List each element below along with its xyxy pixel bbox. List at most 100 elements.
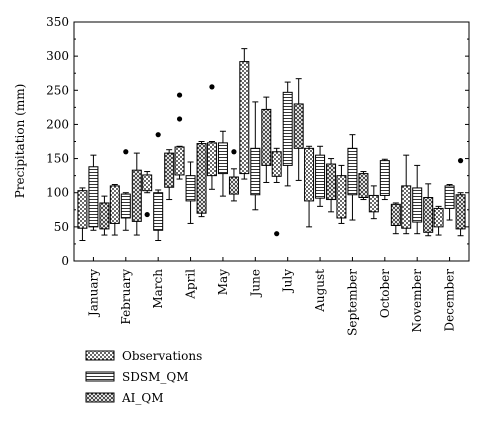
box-iqr — [250, 147, 261, 196]
box-iqr — [142, 174, 153, 192]
box-iqr — [239, 61, 250, 175]
y-tick-label: 300 — [46, 49, 69, 63]
box-series — [77, 48, 466, 242]
box-ai-qm — [261, 96, 272, 183]
legend: Observations SDSM_QM AI_QM — [85, 349, 202, 405]
box-observations — [401, 154, 412, 235]
box-iqr — [185, 175, 196, 202]
box-observations — [174, 92, 185, 180]
box-observations — [109, 184, 120, 236]
x-tick-label: October — [378, 269, 392, 318]
y-axis: 0 50 100 150 200 250 300 350 — [46, 15, 469, 268]
box-iqr — [358, 173, 369, 198]
x-tick-label: July — [281, 269, 295, 294]
box-ai-qm — [131, 152, 142, 236]
outlier-point — [231, 149, 237, 155]
legend-swatch — [85, 392, 115, 403]
legend-swatch — [85, 350, 115, 361]
box-iqr — [196, 143, 207, 214]
box-iqr — [120, 193, 131, 219]
box-observations — [368, 185, 379, 220]
box-iqr — [131, 169, 142, 222]
box-iqr — [164, 152, 175, 188]
box-sdsm-qm — [88, 154, 99, 231]
box-iqr — [315, 154, 326, 199]
y-tick-label: 350 — [46, 15, 69, 29]
box-observations — [433, 205, 444, 236]
box-observations — [271, 147, 282, 237]
box-ai-qm — [164, 149, 175, 201]
x-tick-label: March — [151, 269, 165, 309]
box-iqr — [174, 146, 185, 176]
box-observations — [77, 187, 88, 242]
x-tick-label: August — [313, 269, 327, 313]
box-ai-qm — [423, 183, 434, 237]
box-ai-qm — [293, 78, 304, 181]
box-iqr — [293, 103, 304, 149]
y-tick-label: 150 — [46, 152, 69, 166]
y-tick-label: 200 — [46, 117, 69, 131]
box-ai-qm — [390, 202, 401, 235]
box-iqr — [109, 185, 120, 224]
x-tick-label: November — [410, 269, 424, 333]
box-iqr — [88, 166, 99, 228]
legend-label: AI_QM — [121, 391, 164, 405]
box-observations — [206, 84, 217, 190]
legend-label: Observations — [122, 349, 202, 363]
x-tick-label: February — [119, 269, 133, 325]
box-iqr — [347, 147, 358, 196]
legend-label: SDSM_QM — [122, 370, 188, 384]
box-sdsm-qm — [153, 132, 164, 242]
box-iqr — [455, 194, 466, 230]
box-iqr — [77, 190, 88, 229]
box-iqr — [336, 175, 347, 219]
box-iqr — [228, 176, 239, 195]
legend-swatch — [85, 371, 115, 382]
x-tick-label: December — [443, 269, 457, 332]
box-sdsm-qm — [250, 101, 261, 211]
box-sdsm-qm — [282, 81, 293, 187]
outlier-point — [176, 116, 183, 122]
x-tick-label: May — [216, 269, 230, 295]
box-iqr — [401, 185, 412, 229]
box-iqr — [390, 203, 401, 226]
box-iqr — [261, 108, 272, 166]
outlier-point — [209, 84, 215, 90]
box-ai-qm — [455, 158, 466, 237]
box-iqr — [304, 147, 315, 202]
y-tick-label: 250 — [46, 83, 69, 97]
y-tick-label: 0 — [61, 254, 69, 268]
box-iqr — [282, 91, 293, 166]
box-ai-qm — [326, 158, 337, 213]
box-sdsm-qm — [379, 158, 390, 201]
y-tick-label: 50 — [54, 220, 69, 234]
box-ai-qm — [99, 195, 110, 236]
x-tick-label: April — [184, 269, 198, 300]
box-iqr — [368, 194, 379, 213]
box-iqr — [444, 185, 455, 209]
box-iqr — [433, 207, 444, 228]
box-sdsm-qm — [412, 164, 423, 235]
outlier-point — [123, 149, 129, 155]
box-ai-qm — [228, 149, 239, 202]
box-observations — [304, 145, 315, 228]
box-sdsm-qm — [185, 161, 196, 224]
box-iqr — [326, 163, 337, 201]
box-observations — [239, 48, 250, 180]
x-axis: January February March April May June July Augu… — [86, 257, 457, 336]
box-iqr — [379, 160, 390, 196]
box-observations — [336, 164, 347, 224]
outlier-point — [144, 211, 150, 218]
box-iqr — [423, 196, 434, 233]
box-sdsm-qm — [315, 145, 326, 207]
box-ai-qm — [358, 171, 369, 201]
box-ai-qm — [196, 141, 207, 218]
outlier-point — [457, 158, 464, 164]
outlier-point — [274, 231, 280, 237]
box-iqr — [153, 192, 164, 231]
box-sdsm-qm — [347, 134, 358, 221]
box-sdsm-qm — [120, 149, 131, 231]
box-observations — [142, 171, 153, 218]
y-axis-label: Precipitation (mm) — [13, 84, 27, 199]
